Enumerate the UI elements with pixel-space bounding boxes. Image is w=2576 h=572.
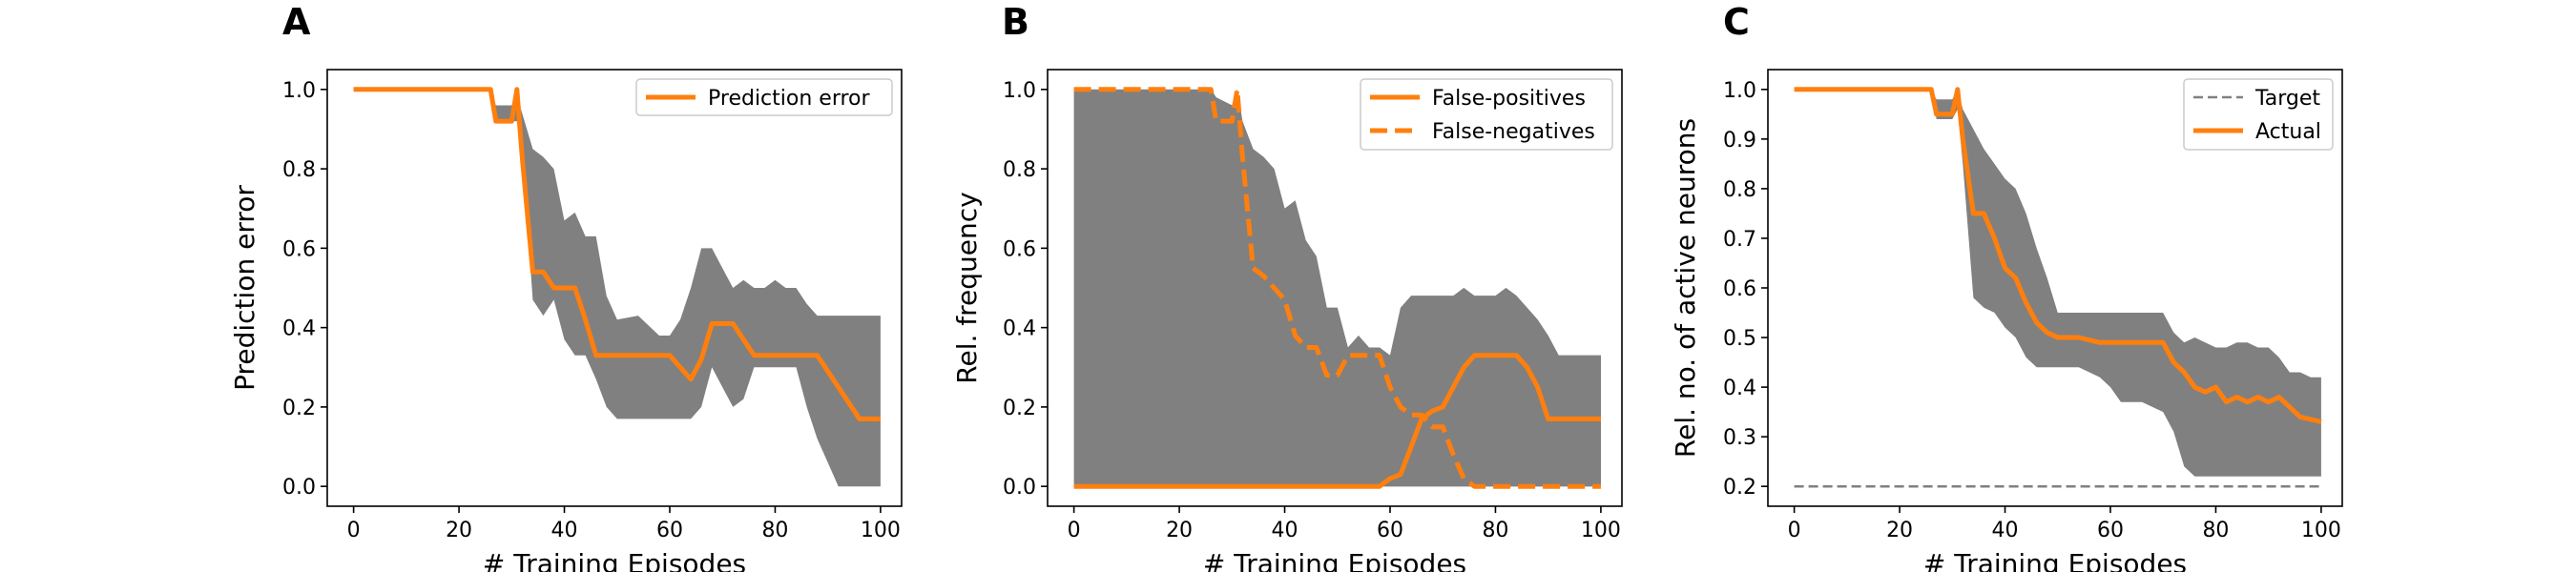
y-tick-label: 0.8: [1003, 158, 1036, 182]
panel-letter: B: [1002, 1, 1029, 43]
chart-panel-c: 0 20 40 60 80 100 0.2 0.3 0.4 0.5 0.6 0.7 0.8 0.9 1.0 #…: [1670, 1, 2343, 572]
y-tick-label: 0.7: [1723, 228, 1756, 252]
series-line-false-positives: [1073, 353, 1601, 489]
legend-box: [635, 78, 893, 116]
y-tick-label: 0.2: [1723, 476, 1756, 500]
x-tick-label: 60: [2097, 519, 2124, 542]
y-tick-label: 0.4: [1723, 377, 1756, 400]
std-band-2: [1073, 89, 1601, 487]
y-axis-label: Rel. no. of active neurons: [1670, 118, 1701, 458]
legend-box: [1360, 78, 1613, 151]
x-tick-label: 40: [551, 519, 578, 542]
y-tick-label: 1.0: [1003, 79, 1036, 103]
series-line-actual: [1794, 87, 2322, 424]
x-tick-label: 100: [861, 519, 901, 542]
x-tick-label: 80: [761, 519, 788, 542]
x-tick-label: 100: [1581, 519, 1621, 542]
plot-frame: [1047, 69, 1623, 507]
y-tick-label: 0.6: [1723, 277, 1756, 301]
x-tick-label: 0: [347, 519, 361, 542]
panel-letter: A: [282, 1, 311, 43]
std-band-1: [353, 89, 881, 487]
y-tick-label: 0.4: [1003, 317, 1036, 341]
chart-panel-b: 0 20 40 60 80 100 0.0 0.2 0.4 0.6 0.8 1.0 # Training…: [951, 1, 1623, 572]
x-axis-label: # Training Episodes: [1203, 548, 1466, 572]
y-tick-label: 0.9: [1723, 129, 1756, 153]
x-tick-label: 0: [1788, 519, 1801, 542]
y-tick-label: 0.5: [1723, 327, 1756, 351]
y-tick-label: 0.6: [282, 237, 316, 261]
y-tick-label: 0.6: [1003, 237, 1036, 261]
series-line-false-negatives: [1073, 87, 1601, 489]
x-tick-label: 0: [1068, 519, 1081, 542]
legend-label: False-positives: [1432, 87, 1586, 111]
y-tick-label: 0.0: [1003, 476, 1036, 500]
x-tick-label: 40: [1272, 519, 1298, 542]
y-tick-label: 0.8: [1723, 178, 1756, 202]
series-line-prediction-error: [353, 87, 881, 421]
x-axis-label: # Training Episodes: [1923, 548, 2187, 572]
x-axis-label: # Training Episodes: [483, 548, 746, 572]
legend: Prediction error: [635, 78, 893, 116]
y-axis-label: Rel. frequency: [951, 192, 983, 383]
legend: False-positives False-negatives: [1360, 78, 1613, 151]
y-axis-label: Prediction error: [229, 185, 260, 391]
y-tick-label: 0.3: [1723, 426, 1756, 450]
legend: Target Actual: [2183, 78, 2334, 151]
x-tick-label: 20: [1886, 519, 1913, 542]
x-tick-label: 40: [1992, 519, 2019, 542]
legend-label: Actual: [2255, 120, 2321, 144]
x-tick-label: 60: [656, 519, 683, 542]
x-tick-label: 60: [1377, 519, 1403, 542]
x-tick-label: 80: [2202, 519, 2229, 542]
x-tick-label: 20: [446, 519, 472, 542]
y-tick-label: 0.8: [282, 158, 316, 182]
y-tick-label: 0.2: [1003, 397, 1036, 420]
plot-frame: [326, 69, 903, 507]
panel-letter: C: [1723, 1, 1750, 43]
y-tick-label: 1.0: [1723, 79, 1756, 103]
y-tick-label: 0.2: [282, 397, 316, 420]
y-tick-label: 0.0: [282, 476, 316, 500]
y-tick-label: 1.0: [282, 79, 316, 103]
x-tick-label: 20: [1166, 519, 1193, 542]
legend-label: Prediction error: [708, 87, 870, 111]
x-tick-label: 80: [1482, 519, 1508, 542]
legend-label: Target: [2254, 87, 2320, 111]
x-tick-label: 100: [2301, 519, 2341, 542]
chart-panel-a: 0 20 40 60 80 100 0.0 0.2 0.4 0.6 0.8 1.0 # Training…: [229, 1, 903, 572]
y-tick-label: 0.4: [282, 317, 316, 341]
legend-label: False-negatives: [1432, 120, 1595, 144]
